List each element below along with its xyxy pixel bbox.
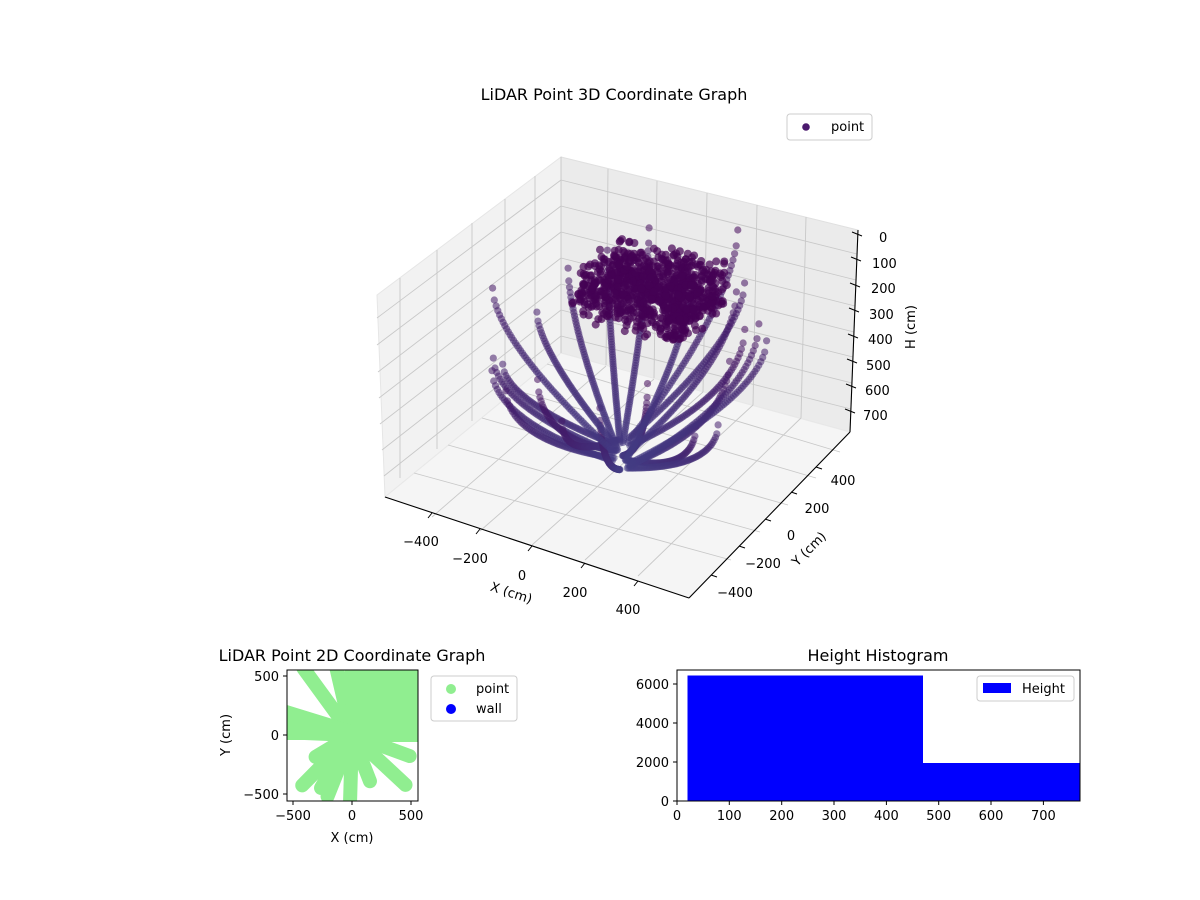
y-tick-label: 500	[254, 670, 279, 685]
y-tick-label: −200	[745, 557, 781, 572]
plot-3d-legend: point	[786, 113, 873, 141]
histogram-frame	[676, 669, 1081, 802]
legend-point-label: point	[831, 120, 864, 135]
y-tick-label: 0	[271, 729, 279, 744]
x-tick-label: 300	[822, 809, 847, 824]
histogram-legend: Height	[976, 675, 1075, 702]
3d-point-cloud	[488, 224, 771, 474]
x-tick-label: 400	[874, 809, 899, 824]
histogram-bar	[687, 675, 923, 801]
x-tick-label: 200	[563, 586, 588, 601]
x-axis-label: X (cm)	[488, 580, 534, 608]
z-axis-label: H (cm)	[904, 305, 919, 349]
z-axis-line	[849, 229, 859, 433]
y-axis-line	[688, 431, 851, 599]
z-tick-label: 100	[872, 257, 897, 272]
x-tick-label: 700	[1031, 809, 1056, 824]
z-tick-label: 400	[868, 333, 893, 348]
x-tick-label: 100	[717, 809, 742, 824]
y-tick-label: 0	[661, 795, 669, 810]
z-tick-label: 500	[866, 359, 891, 374]
x-tick-label: 200	[769, 809, 794, 824]
y-axis-label: Y (cm)	[219, 714, 234, 757]
x-tick-label: 500	[399, 809, 424, 824]
y-tick-label: 6000	[636, 678, 669, 693]
histogram-bar	[923, 763, 1080, 801]
y-tick-label: −400	[717, 586, 753, 601]
x-tick-label: −400	[403, 535, 439, 550]
legend-point-label: point	[476, 682, 509, 697]
z-axis-3d-ticks: 0 100 200 300 400 500 600 700 H (cm)	[844, 231, 919, 424]
legend-height-swatch	[983, 683, 1011, 693]
z-tick-label: 600	[865, 384, 890, 399]
z-tick-label: 0	[879, 231, 887, 246]
2d-point-cloud	[287, 670, 418, 801]
y-tick-label: 2000	[636, 756, 669, 771]
plot-3d-title: LiDAR Point 3D Coordinate Graph	[481, 85, 748, 104]
legend-point-marker	[446, 684, 456, 694]
y-tick-label: 0	[787, 529, 795, 544]
legend-point-marker	[802, 123, 810, 131]
3d-axes	[384, 229, 859, 599]
x-axis-line	[384, 496, 690, 599]
z-tick-label: 700	[863, 409, 888, 424]
x-tick-label: −500	[275, 809, 311, 824]
y-tick-label: −500	[243, 788, 279, 803]
x-tick-label: 600	[979, 809, 1004, 824]
y-tick-label: 400	[831, 474, 856, 489]
x-tick-label: 500	[926, 809, 951, 824]
x-tick-label: 400	[616, 603, 641, 618]
plot-2d: LiDAR Point 2D Coordinate Graph −500 0 5…	[219, 646, 518, 846]
x-tick-label: 0	[518, 569, 526, 584]
y-tick-label: 4000	[636, 717, 669, 732]
y-tick-label: 200	[805, 502, 830, 517]
plot-2d-title: LiDAR Point 2D Coordinate Graph	[219, 646, 486, 665]
z-tick-label: 300	[869, 308, 894, 323]
legend-wall-marker	[446, 704, 456, 714]
legend-height-label: Height	[1022, 682, 1065, 697]
legend-wall-label: wall	[476, 702, 502, 717]
x-axis-label: X (cm)	[331, 831, 374, 846]
histogram-title: Height Histogram	[808, 646, 949, 665]
plot-3d: LiDAR Point 3D Coordinate Graph	[376, 85, 919, 618]
plot-2d-legend: point wall	[430, 675, 518, 722]
x-tick-label: 0	[348, 809, 356, 824]
z-tick-label: 200	[871, 282, 896, 297]
x-tick-label: 0	[673, 809, 681, 824]
x-tick-label: −200	[452, 552, 488, 567]
height-histogram: Height Histogram 0 100 200 300 400 500 6…	[636, 646, 1081, 824]
